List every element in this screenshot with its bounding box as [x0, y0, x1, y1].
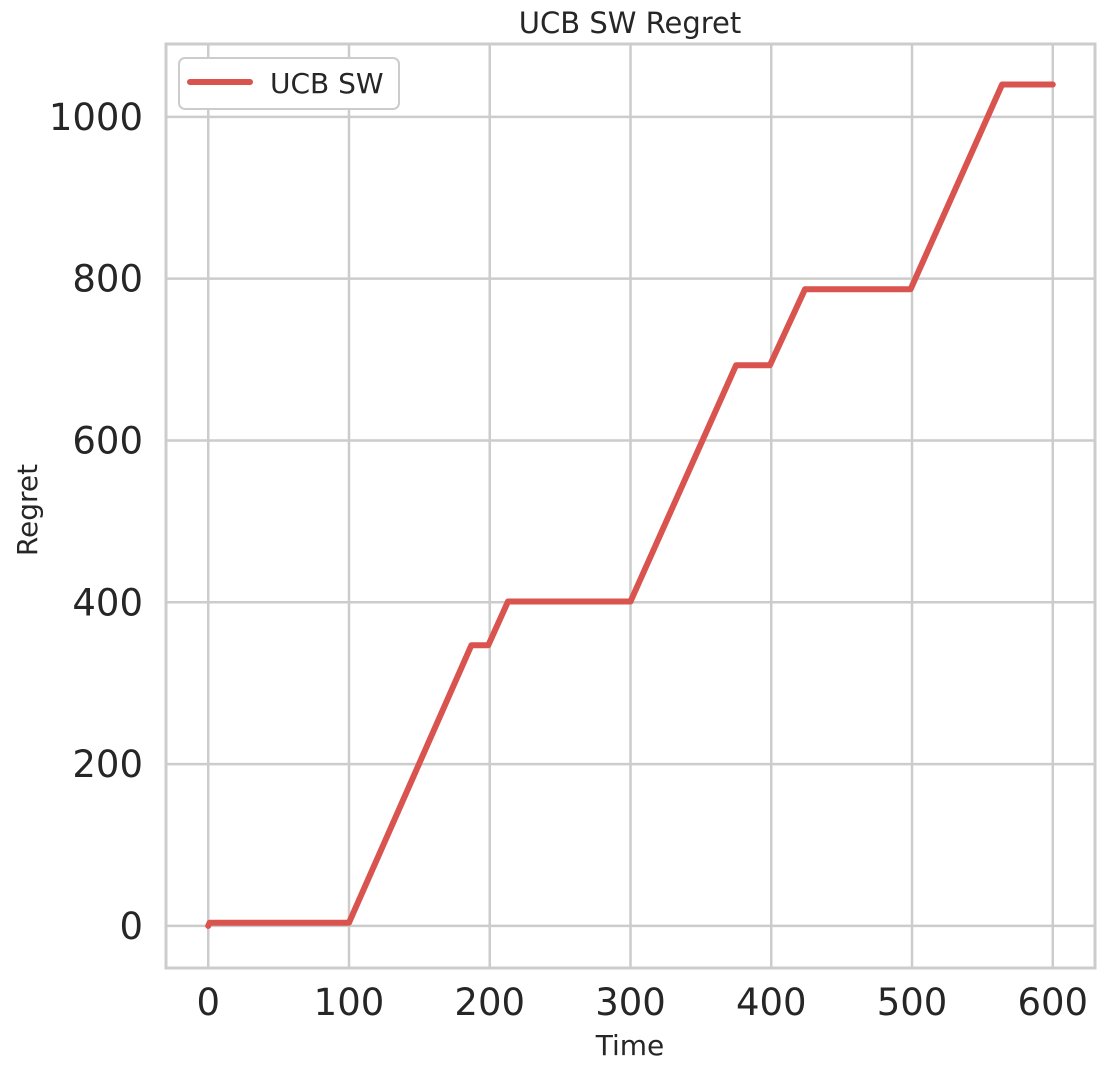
y-tick-label: 1000	[49, 96, 143, 139]
x-axis-label: Time	[595, 1029, 665, 1062]
x-tick-label: 500	[877, 981, 948, 1024]
y-tick-label: 200	[72, 743, 143, 786]
legend-box	[178, 57, 400, 110]
series-layer	[205, 81, 1056, 929]
y-tick-label: 400	[72, 581, 143, 624]
x-tick-label: 300	[595, 981, 666, 1024]
x-tick-label: 400	[736, 981, 807, 1024]
x-tick-label: 600	[1017, 981, 1088, 1024]
y-tick-label: 0	[119, 905, 143, 948]
grid	[166, 44, 1095, 968]
y-tick-label: 600	[72, 419, 143, 462]
chart-title: UCB SW Regret	[519, 6, 741, 40]
x-tick-label: 0	[196, 981, 220, 1024]
x-tick-labels: 0 100 200 300 400 500 600	[196, 981, 1088, 1024]
legend-label: UCB SW	[270, 67, 384, 100]
x-tick-label: 200	[454, 981, 525, 1024]
y-tick-labels: 0 200 400 600 800 1000	[49, 96, 143, 948]
x-tick-label: 100	[314, 981, 385, 1024]
y-tick-label: 800	[72, 258, 143, 301]
plot-frame	[164, 42, 1097, 970]
series-line-ucb-sw	[205, 81, 1056, 929]
legend: UCB SW	[178, 57, 400, 110]
y-axis-label: Regret	[11, 464, 44, 556]
